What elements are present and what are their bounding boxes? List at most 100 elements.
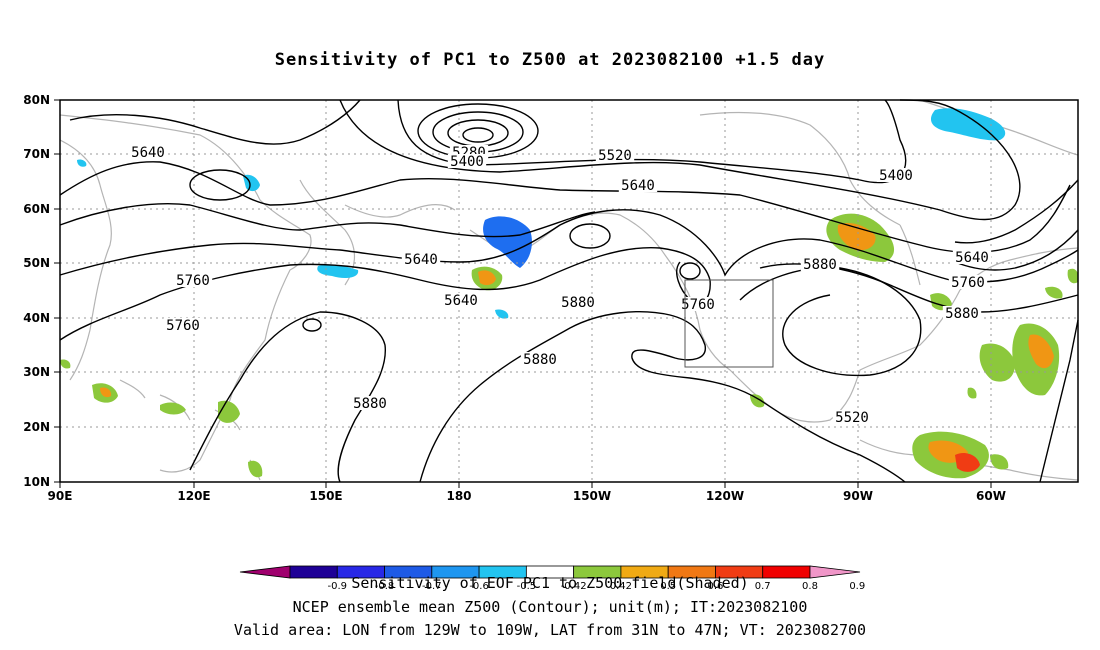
lon-label: 150E bbox=[309, 489, 342, 503]
contour-label: 5880 bbox=[523, 352, 557, 368]
footer-line-contour: NCEP ensemble mean Z500 (Contour); unit(… bbox=[292, 598, 808, 616]
shade-patch-green bbox=[967, 387, 977, 399]
contour-small-loop bbox=[302, 318, 322, 332]
contour-label: 5760 bbox=[166, 318, 200, 334]
contour-5880-east bbox=[739, 266, 922, 377]
contour-label: 5640 bbox=[444, 293, 478, 309]
colorbar: -0.9 -0.8 -0.7 -0.6 -0.5 -0.42 0.42 0.5 0.6 0.7 0.… bbox=[239, 565, 865, 592]
contour-5880-far-east bbox=[1039, 319, 1079, 483]
contour-label: 5760 bbox=[951, 275, 985, 291]
lat-label: 70N bbox=[23, 147, 50, 161]
shade-patch-blue bbox=[77, 159, 87, 167]
contour-label-bg bbox=[618, 178, 658, 192]
colorbar-tick-label: 0.9 bbox=[849, 581, 865, 592]
lat-label: 80N bbox=[23, 93, 50, 107]
shade-patch-blue bbox=[930, 108, 1006, 141]
shade-patch-green bbox=[160, 402, 186, 415]
colorbar-tick-label: -0.8 bbox=[375, 581, 395, 592]
contour-closed-low bbox=[569, 223, 611, 249]
colorbar-tick-label: -0.6 bbox=[469, 581, 489, 592]
contour-5640-northwest bbox=[69, 99, 361, 145]
colorbar-tick-label: 0.5 bbox=[660, 581, 676, 592]
contour-5640-far-east-fold bbox=[954, 179, 1079, 244]
contour-closed-low bbox=[679, 262, 701, 280]
colorbar-tick-label: 0.42 bbox=[610, 581, 632, 592]
contour-5640-north bbox=[59, 161, 1071, 254]
contour-label-bg bbox=[595, 148, 635, 162]
lat-label: 20N bbox=[23, 420, 50, 434]
colorbar-tick-label: 0.8 bbox=[802, 581, 818, 592]
contour-label-bg bbox=[832, 410, 872, 424]
colorbar-arrow-right bbox=[809, 565, 861, 579]
contour-label: 5640 bbox=[404, 252, 438, 268]
lon-label: 90E bbox=[48, 489, 73, 503]
contour-label-bg bbox=[173, 273, 213, 287]
contour-label: 5760 bbox=[681, 297, 715, 313]
colorbar-tick-label: 0.7 bbox=[755, 581, 771, 592]
contour-label-bg bbox=[876, 168, 916, 182]
map-frame bbox=[59, 99, 1079, 483]
contour-label: 5880 bbox=[945, 306, 979, 322]
contour-closed-low bbox=[189, 169, 251, 201]
colorbar-tick-label: 0.6 bbox=[708, 581, 724, 592]
contour-5880-west bbox=[189, 311, 386, 483]
lat-label: 40N bbox=[23, 311, 50, 325]
shade-patch-orange bbox=[478, 270, 496, 286]
sensitivity-shading bbox=[60, 108, 1079, 479]
contour-5640-west bbox=[59, 203, 596, 238]
colorbar-tick-label: -0.5 bbox=[517, 581, 537, 592]
shade-patch-green bbox=[248, 460, 263, 478]
contour-label: 5640 bbox=[955, 250, 989, 266]
shade-patch-blue-dark bbox=[483, 216, 532, 268]
contour-5760-far-east-fold bbox=[954, 229, 1079, 271]
lon-label: 90W bbox=[843, 489, 873, 503]
contour-label-bg bbox=[401, 252, 441, 266]
lat-label: 50N bbox=[23, 256, 50, 270]
contour-label-bg bbox=[948, 275, 988, 289]
shade-patch-blue bbox=[317, 264, 359, 278]
shade-patch-orange bbox=[1028, 334, 1054, 369]
contour-label: 5880 bbox=[561, 295, 595, 311]
contour-label: 5400 bbox=[879, 168, 913, 184]
contour-label-bg bbox=[942, 306, 982, 320]
shade-patch-green bbox=[1045, 286, 1063, 299]
lon-label: 180 bbox=[446, 489, 471, 503]
valid-area-box bbox=[684, 279, 774, 368]
shade-patch-green bbox=[60, 359, 71, 369]
contour-label: 5880 bbox=[353, 396, 387, 412]
shade-patch-green bbox=[979, 343, 1016, 382]
contour-label: 5760 bbox=[176, 273, 210, 289]
footer-line-shaded: Sensitivity of EOF PC1 to Z500 field(Sha… bbox=[351, 574, 749, 592]
contour-label-bg bbox=[441, 293, 481, 307]
contour-label-bg bbox=[447, 154, 487, 168]
contour-5520 bbox=[339, 99, 1021, 221]
colorbar-tick-label: -0.42 bbox=[561, 581, 587, 592]
coastlines bbox=[59, 99, 1079, 481]
shade-patch-green bbox=[750, 394, 765, 408]
shade-patch-green bbox=[218, 400, 240, 423]
contour-low-center bbox=[462, 127, 494, 143]
chart-title: Sensitivity of PC1 to Z500 at 2023082100… bbox=[274, 50, 826, 70]
contour-label-bg bbox=[128, 145, 168, 159]
contour-5760 bbox=[59, 246, 711, 341]
contour-label: 5520 bbox=[598, 148, 632, 164]
contour-label-bg bbox=[520, 352, 560, 366]
lat-axis: 80N 70N 60N 50N 40N 30N 20N 10N bbox=[23, 93, 60, 489]
contour-label: 5400 bbox=[450, 154, 484, 170]
contour-label: 5880 bbox=[803, 257, 837, 273]
lat-label: 60N bbox=[23, 202, 50, 216]
z500-contours bbox=[59, 99, 1079, 483]
lon-label: 60W bbox=[976, 489, 1006, 503]
shade-patch-red bbox=[955, 453, 980, 472]
contour-label-bg bbox=[163, 318, 203, 332]
lon-label: 120E bbox=[177, 489, 210, 503]
lon-label: 120W bbox=[706, 489, 744, 503]
shade-patch-green bbox=[990, 454, 1009, 470]
shade-patch-orange bbox=[100, 387, 112, 398]
contour-label: 5640 bbox=[131, 145, 165, 161]
colorbar-tick-label: -0.9 bbox=[328, 581, 348, 592]
contour-5880-south bbox=[419, 311, 906, 483]
contour-label-bg bbox=[952, 250, 992, 264]
